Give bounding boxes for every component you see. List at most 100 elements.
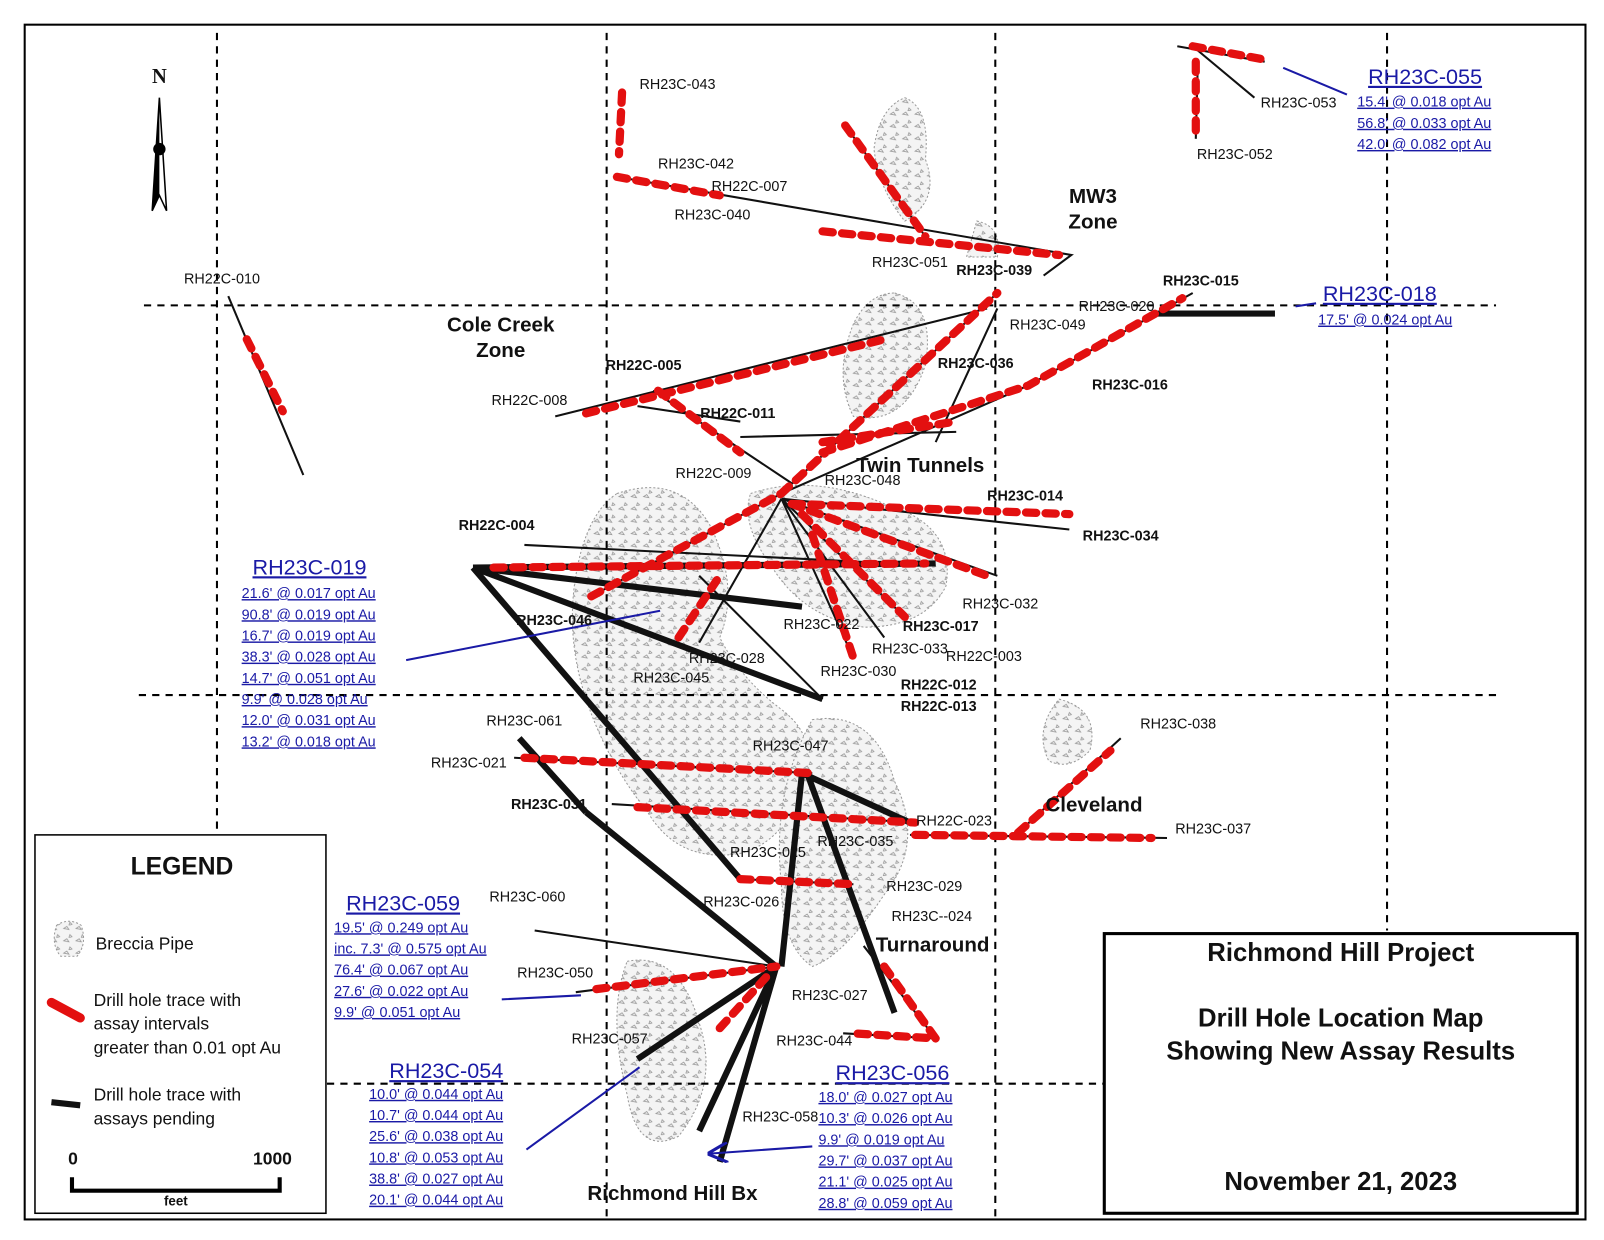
zone-label: Zone [476,339,525,362]
legend-box [34,834,327,1215]
hole-label: RH23C-021 [431,756,507,772]
legend-text: Breccia Pipe [96,934,194,954]
hole-label: RH23C-022 [783,617,859,633]
hole-label: RH23C-057 [572,1031,648,1047]
hole-label: RH23C-058 [742,1109,818,1125]
hole-label: RH23C--024 [891,909,972,925]
legend-text: assays pending [94,1108,215,1128]
assay-interval[interactable]: 42.0' @ 0.082 opt Au [1357,137,1491,153]
hole-label: RH23C-033 [872,642,948,658]
hole-label: RH22C-011 [700,406,775,422]
assay-interval[interactable]: 90.8' @ 0.019 opt Au [242,607,376,623]
assay-interval[interactable]: 29.7' @ 0.037 opt Au [818,1153,952,1169]
legend-text: greater than 0.01 opt Au [94,1037,281,1057]
hole-label: RH23C-046 [516,613,592,629]
title-text: November 21, 2023 [1224,1168,1457,1196]
callout-hole[interactable]: RH23C-018 [1323,281,1437,306]
callout-hole[interactable]: RH23C-054 [389,1058,503,1083]
title-text: Showing New Assay Results [1166,1038,1515,1066]
hole-label: RH23C-050 [517,965,593,981]
callout-hole[interactable]: RH23C-056 [836,1060,950,1085]
hole-label: RH22C-003 [946,649,1022,665]
hole-label: RH22C-013 [901,699,977,715]
callout-hole[interactable]: RH23C-059 [346,891,460,916]
hole-label: RH22C-010 [184,271,260,287]
hole-label: RH23C-045 [633,670,709,686]
hole-label: RH23C-060 [489,889,565,905]
assay-interval[interactable]: 14.7' @ 0.051 opt Au [242,671,376,687]
hole-label: RH23C-038 [1140,717,1216,733]
assay-interval[interactable]: 25.6' @ 0.038 opt Au [369,1129,503,1145]
assay-interval[interactable]: 16.7' @ 0.019 opt Au [242,628,376,644]
callout-hole[interactable]: RH23C-019 [253,554,367,579]
assay-interval[interactable]: 38.8' @ 0.027 opt Au [369,1172,503,1188]
assay-interval[interactable]: 18.0' @ 0.027 opt Au [818,1090,952,1106]
zone-label: Turnaround [876,933,990,956]
hole-label: RH23C-039 [956,263,1032,279]
hole-label: RH23C-034 [1083,529,1159,545]
hole-label: RH23C-035 [817,834,893,850]
legend-symbols [46,920,282,1193]
hole-label: RH23C-020 [1079,299,1155,315]
assay-interval[interactable]: 10.0' @ 0.044 opt Au [369,1087,503,1103]
hole-label: RH23C-047 [753,738,829,754]
assay-interval[interactable]: 76.4' @ 0.067 opt Au [334,963,468,979]
assay-interval[interactable]: inc. 7.3' @ 0.575 opt Au [334,941,486,957]
assay-interval[interactable]: 9.9' @ 0.019 opt Au [818,1132,944,1148]
hole-label: RH23C-048 [825,473,901,489]
assay-interval[interactable]: 10.7' @ 0.044 opt Au [369,1108,503,1124]
hole-label: RH23C-044 [776,1033,852,1049]
frame [23,23,1587,1221]
callout-arrows [405,66,1348,1154]
hole-label: RH23C-037 [1175,822,1251,838]
zone-label: Twin Tunnels [856,454,984,477]
assay-interval[interactable]: 9.9' @ 0.028 opt Au [242,692,368,708]
zone-label: Cole Creek [447,313,555,336]
grid [138,32,1497,1219]
hole-label: RH23C-027 [792,988,868,1004]
hole-label: RH23C-052 [1197,147,1273,163]
assay-interval[interactable]: 19.5' @ 0.249 opt Au [334,920,468,936]
hole-label: RH22C-023 [916,813,992,829]
title-text: Richmond Hill Project [1207,939,1474,967]
hole-label: RH23C-036 [938,356,1014,372]
hole-label: RH23C-049 [1010,318,1086,334]
assay-interval[interactable]: 12.0' @ 0.031 opt Au [242,713,376,729]
assay-interval[interactable]: 9.9' @ 0.051 opt Au [334,1005,460,1021]
assay-interval[interactable]: 56.8' @ 0.033 opt Au [1357,116,1491,132]
hole-label: RH22C-008 [491,393,567,409]
hole-label: RH22C-004 [459,518,535,534]
hole-label: RH23C-040 [675,208,751,224]
assay-interval[interactable]: 28.8' @ 0.059 opt Au [818,1196,952,1212]
hole-label: RH23C-053 [1261,96,1337,112]
title-text: Drill Hole Location Map [1198,1005,1483,1033]
hole-label: RH23C-015 [1163,274,1239,290]
legend-text: assay intervals [94,1014,210,1034]
legend-text: Drill hole trace with [94,1085,242,1105]
assay-interval[interactable]: 10.3' @ 0.026 opt Au [818,1111,952,1127]
scale-label: 0 [68,1148,78,1168]
hole-label: RH23C-042 [658,156,734,172]
assay-interval[interactable]: 13.2' @ 0.018 opt Au [242,734,376,750]
hole-label: RH22C-012 [901,678,977,694]
zone-label: Richmond Hill Bx [587,1182,758,1205]
hole-label: RH23C-014 [987,488,1063,504]
assay-interval[interactable]: 21.1' @ 0.025 opt Au [818,1175,952,1191]
zone-label: Cleveland [1045,794,1142,817]
hole-label: RH23C-016 [1092,377,1168,393]
hole-label: RH23C-051 [872,255,948,271]
assay-interval[interactable]: 27.6' @ 0.022 opt Au [334,984,468,1000]
callout-hole[interactable]: RH23C-055 [1368,64,1482,89]
assay-interval[interactable]: 17.5' @ 0.024 opt Au [1318,313,1452,329]
scale-label: 1000 [253,1148,292,1168]
zone-label: MW3 [1069,185,1117,208]
assay-interval[interactable]: 21.6' @ 0.017 opt Au [242,586,376,602]
assay-interval[interactable]: 10.8' @ 0.053 opt Au [369,1150,503,1166]
assay-interval[interactable]: 38.3' @ 0.028 opt Au [242,650,376,666]
assay-interval[interactable]: 20.1' @ 0.044 opt Au [369,1193,503,1209]
hole-label: RH23C-031 [511,797,587,813]
assay-interval[interactable]: 15.4' @ 0.018 opt Au [1357,95,1491,111]
hole-label: RH22C-009 [676,466,752,482]
north-label: N [152,66,167,88]
